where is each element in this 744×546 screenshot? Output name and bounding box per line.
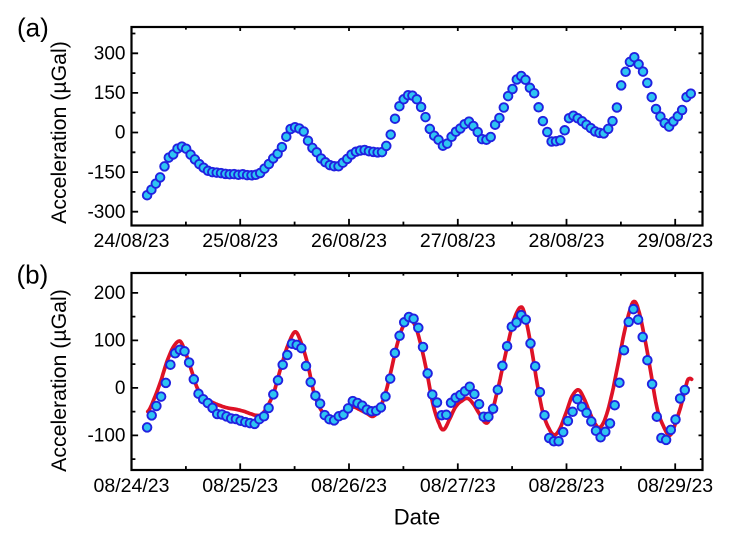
svg-text:-300: -300 [87, 202, 125, 223]
svg-text:150: 150 [94, 83, 126, 104]
svg-text:28/08/23: 28/08/23 [529, 230, 605, 252]
svg-text:Date: Date [394, 505, 440, 530]
svg-text:0: 0 [115, 123, 126, 144]
svg-text:0: 0 [115, 378, 126, 399]
svg-text:29/08/23: 29/08/23 [637, 230, 713, 252]
svg-text:27/08/23: 27/08/23 [420, 230, 496, 252]
svg-text:Acceleration (µGal): Acceleration (µGal) [47, 289, 71, 472]
svg-text:200: 200 [94, 283, 126, 304]
svg-text:08/28/23: 08/28/23 [529, 475, 605, 497]
svg-text:300: 300 [94, 44, 126, 65]
svg-text:-150: -150 [87, 162, 125, 183]
svg-text:08/24/23: 08/24/23 [94, 475, 170, 497]
svg-text:08/27/23: 08/27/23 [420, 475, 496, 497]
svg-text:-100: -100 [87, 426, 125, 447]
svg-text:(b): (b) [17, 260, 49, 290]
svg-text:08/26/23: 08/26/23 [311, 475, 387, 497]
svg-text:Acceleration (µGal): Acceleration (µGal) [47, 41, 71, 224]
svg-text:08/25/23: 08/25/23 [202, 475, 278, 497]
svg-text:26/08/23: 26/08/23 [311, 230, 387, 252]
svg-text:100: 100 [94, 331, 126, 352]
svg-text:(a): (a) [17, 13, 49, 43]
svg-text:24/08/23: 24/08/23 [94, 230, 170, 252]
svg-text:25/08/23: 25/08/23 [202, 230, 278, 252]
svg-text:08/29/23: 08/29/23 [637, 475, 713, 497]
